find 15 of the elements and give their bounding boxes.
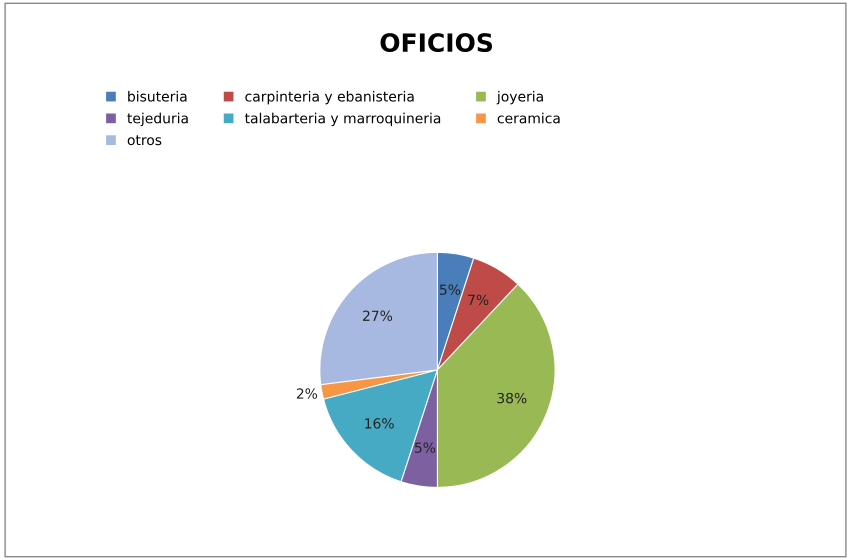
data-label: 5% xyxy=(414,442,436,453)
legend-label: bisuteria xyxy=(128,90,186,102)
legend-label: talabarteria y marroquineria xyxy=(244,112,440,126)
data-label: 2% xyxy=(296,388,318,399)
legend-label: ceramica xyxy=(498,112,560,124)
legend-label: otros xyxy=(128,135,162,146)
data-label: 16% xyxy=(365,418,394,429)
legend-label: joyeria xyxy=(496,90,543,104)
data-label: 38% xyxy=(497,392,526,404)
chart-title: OFICIOS xyxy=(380,33,492,52)
legend-label: tejeduria xyxy=(127,112,188,126)
data-label: 27% xyxy=(363,310,392,322)
legend-label: carpinteria y ebanisteria xyxy=(245,90,414,104)
data-label: 7% xyxy=(468,294,488,306)
data-label: 5% xyxy=(440,284,460,295)
